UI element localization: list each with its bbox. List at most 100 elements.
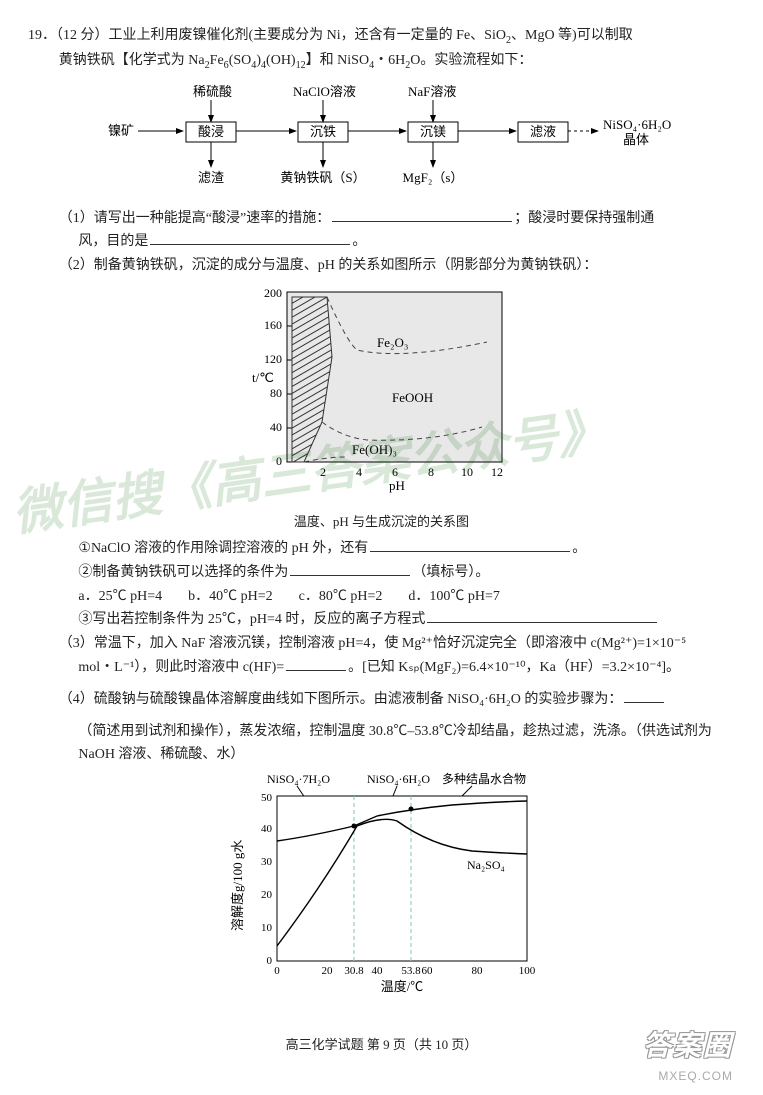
xt: 80 [471,965,483,977]
blank[interactable] [150,244,350,245]
t: 】和 NiSO [306,53,369,68]
xt: 4 [356,465,362,479]
xt: 8 [428,465,434,479]
yt: 160 [264,318,282,332]
t: 。[已知 Kₛₚ(MgF₂)=6.4×10⁻¹⁰，Ka（HF）=3.2×10⁻⁴… [348,660,680,675]
q19-p4: （4）硫酸钠与硫酸镍晶体溶解度曲线如下图所示。由滤液制备 NiSO₄·6H₂O … [28,688,735,712]
flow-b3: 沉镁 [420,124,446,139]
chart1-wrap: 0 40 80 120 160 200 t/℃ 2 4 6 8 10 12 pH… [28,282,735,533]
flow-bot2: 黄钠铁矾（S） [280,170,365,185]
t: ②制备黄钠铁矾可以选择的条件为 [78,565,288,580]
t: (OH) [266,53,296,68]
q19-p2: （2）制备黄钠铁矾，沉淀的成分与温度、pH 的关系如图所示（阴影部分为黄钠铁矾）… [28,254,735,278]
xlabel2: 温度/℃ [380,979,423,994]
flowchart: 稀硫酸 NaClO溶液 NaF溶液 镍矿 酸浸 沉铁 沉镁 滤液 NiSO₄·6… [98,82,735,201]
p3-label: （3） [59,636,94,651]
t: ③写出若控制条件为 25℃，pH=4 时，反应的离子方程式 [78,612,425,627]
p2-s1: ①NaClO 溶液的作用除调控溶液的 pH 外，还有 。 [28,537,735,561]
p1d: 。 [352,234,366,249]
q19-number: 19． [28,28,56,43]
p2a: 制备黄钠铁矾，沉淀的成分与温度、pH 的关系如图所示（阴影部分为黄钠铁矾）： [94,258,598,273]
t: （填标号）。 [412,565,489,580]
q19-p1-line2: 风，目的是 。 [28,230,735,254]
stamp-url: MXEQ.COM [658,1066,733,1086]
s: 12 [296,60,306,71]
t: mol・L⁻¹），则此时溶液中 c(HF)= [78,660,284,675]
blank[interactable] [624,702,664,703]
top3: 多种结晶水合物 [442,771,526,786]
p1c: 风，目的是 [78,234,148,249]
p1a: 请写出一种能提高“酸浸”速率的措施： [94,211,330,226]
t: 。 [572,541,586,556]
flow-bot3: MgF₂（s） [403,170,464,185]
yt: 10 [261,922,273,934]
xt: 40 [371,965,383,977]
t: ①NaClO 溶液的作用除调控溶液的 pH 外，还有 [78,541,368,556]
yt: 20 [261,889,273,901]
p2-options: a．25℃ pH=4 b．40℃ pH=2 c．80℃ pH=2 d．100℃ … [28,585,735,609]
ylabel2: 溶解度g/100 g水 [230,840,245,931]
q19-stem-line1: 19．（12 分）工业上利用废镍催化剂(主要成分为 Ni，还含有一定量的 Fe、… [28,24,735,49]
lbl-feooh: FeOOH [392,390,433,405]
xt: 10 [461,465,473,479]
chart-ph-temp: 0 40 80 120 160 200 t/℃ 2 4 6 8 10 12 pH… [232,282,532,502]
t: Fe [210,53,224,68]
blank[interactable] [286,670,346,671]
t: O。实验流程如下： [410,53,532,68]
flow-top3: NaF溶液 [408,84,456,99]
flow-top2: NaClO溶液 [293,84,356,99]
p4-label: （4） [59,692,94,707]
opt-a: a．25℃ pH=4 [78,585,162,609]
xt: 6 [392,465,398,479]
yt: 30 [261,856,273,868]
top1: NiSO₄·7H₂O [267,772,330,786]
flow-top1: 稀硫酸 [193,84,232,99]
xt: 100 [518,965,535,977]
xt: 60 [421,965,433,977]
chart-solubility: NiSO₄·7H₂O NiSO₄·6H₂O 多种结晶水合物 0 10 20 30… [212,771,552,1001]
q19-p3: （3）常温下，加入 NaF 溶液沉镁，控制溶液 pH=4，使 Mg²⁺恰好沉淀完… [28,632,735,656]
xt: 30.8 [344,965,364,977]
opt-d: d．100℃ pH=7 [408,585,500,609]
xt: 2 [320,465,326,479]
q19-stem1b: 、MgO 等)可以制取 [511,28,633,43]
yt: 40 [270,420,282,434]
yt: 40 [261,823,273,835]
yt: 0 [266,955,272,967]
flowchart-svg: 稀硫酸 NaClO溶液 NaF溶液 镍矿 酸浸 沉铁 沉镁 滤液 NiSO₄·6… [98,82,678,192]
q19-p1: （1）请写出一种能提高“酸浸”速率的措施：；酸浸时要保持强制通 [28,207,735,231]
q19-stem1a: 工业上利用废镍催化剂(主要成分为 Ni，还含有一定量的 Fe、SiO [109,28,506,43]
chart2-wrap: NiSO₄·7H₂O NiSO₄·6H₂O 多种结晶水合物 0 10 20 30… [28,771,735,1010]
lbl-feoh3: Fe(OH)₃ [352,442,397,457]
blank[interactable] [290,575,410,576]
p2-label: （2） [59,258,94,273]
opt-b: b．40℃ pH=2 [188,585,273,609]
t: 黄钠铁矾【化学式为 Na [59,53,205,68]
blank[interactable] [370,551,570,552]
xt: 53.8 [401,965,421,977]
yt: 80 [270,386,282,400]
t: 硫酸钠与硫酸镍晶体溶解度曲线如下图所示。由滤液制备 NiSO₄·6H₂O 的实验… [94,692,623,707]
lbl-fe2o3: Fe₂O₃ [377,335,408,350]
yt: 50 [261,792,273,804]
blank[interactable] [332,221,512,222]
yt: 120 [264,352,282,366]
xt: 0 [274,965,280,977]
t: ・6H [374,53,405,68]
flow-bot1: 滤渣 [198,170,224,185]
p2-s3: ③写出若控制条件为 25℃，pH=4 时，反应的离子方程式 [28,608,735,632]
blank[interactable] [427,622,657,623]
xt: 20 [321,965,333,977]
yt: 200 [264,286,282,300]
p1-label: （1） [59,211,94,226]
flow-in: 镍矿 [108,123,134,138]
q19-p3-l2: mol・L⁻¹），则此时溶液中 c(HF)= 。[已知 Kₛₚ(MgF₂)=6.4… [28,656,735,680]
lbl-na2so4: Na₂SO₄ [467,858,505,872]
flow-out2: 晶体 [623,132,649,147]
t: (SO [229,53,252,68]
top2: NiSO₄·6H₂O [367,772,430,786]
flow-out1: NiSO₄·6H₂O [603,117,671,132]
t: 常温下，加入 NaF 溶液沉镁，控制溶液 pH=4，使 Mg²⁺恰好沉淀完全（即… [94,636,686,651]
flow-b4: 滤液 [530,124,556,139]
p2-s2: ②制备黄钠铁矾可以选择的条件为 （填标号）。 [28,561,735,585]
